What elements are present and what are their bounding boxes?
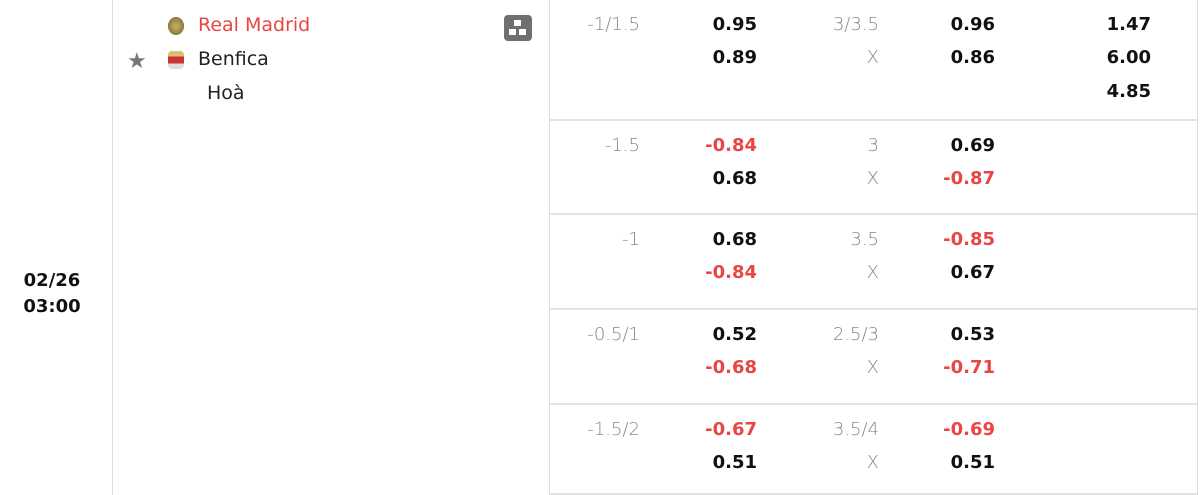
total-line: 3/3.5: [832, 14, 879, 35]
over-odds[interactable]: 0.69: [950, 135, 995, 156]
odds-table: -1/1.5 0.95 0.89 3/3.5 X 0.96 0.86 1.47 6.00 4.85…: [550, 0, 1198, 495]
home-team[interactable]: Real Madrid: [198, 14, 311, 36]
draw-odds[interactable]: 4.85: [1106, 81, 1151, 102]
over-odds[interactable]: 0.96: [950, 14, 995, 35]
total-line: 2.5/3: [832, 324, 879, 345]
total-under-marker: X: [866, 47, 879, 68]
handicap-away-odds[interactable]: 0.68: [712, 168, 757, 189]
over-odds[interactable]: -0.85: [943, 229, 995, 250]
handicap-home-odds[interactable]: 0.68: [712, 229, 757, 250]
match-info: Real Madrid ★ Benfica Hoà: [112, 0, 550, 495]
odds-row: -1.5 -0.84 0.68 3 X 0.69 -0.87: [550, 121, 1197, 215]
total-under-marker: X: [866, 168, 879, 189]
handicap-line: -1/1.5: [587, 14, 640, 35]
handicap-away-odds[interactable]: 0.89: [712, 47, 757, 68]
favorite-star-icon[interactable]: ★: [127, 49, 147, 74]
handicap-line: -1.5/2: [587, 419, 640, 440]
match-date: 02/26: [23, 270, 81, 291]
under-odds[interactable]: 0.86: [950, 47, 995, 68]
match-time: 03:00: [23, 296, 81, 317]
benfica-logo-icon: [168, 51, 184, 69]
under-odds[interactable]: 0.67: [950, 262, 995, 283]
handicap-home-odds[interactable]: -0.84: [705, 135, 757, 156]
under-odds[interactable]: 0.51: [950, 452, 995, 473]
handicap-home-odds[interactable]: 0.95: [712, 14, 757, 35]
total-line: 3.5/4: [832, 419, 879, 440]
total-under-marker: X: [866, 262, 879, 283]
total-line: 3: [867, 135, 879, 156]
handicap-away-odds[interactable]: -0.84: [705, 262, 757, 283]
real-madrid-logo-icon: [168, 17, 184, 35]
handicap-away-odds[interactable]: 0.51: [712, 452, 757, 473]
handicap-line: -0.5/1: [587, 324, 640, 345]
odds-row: -1/1.5 0.95 0.89 3/3.5 X 0.96 0.86 1.47 6.00 4.85: [550, 0, 1197, 121]
total-under-marker: X: [866, 452, 879, 473]
odds-row: -1.5/2 -0.67 0.51 3.5/4 X -0.69 0.51: [550, 405, 1197, 495]
kickoff-time: 02/26 03:00: [0, 0, 113, 495]
away-team[interactable]: Benfica: [198, 48, 269, 70]
handicap-line: -1: [622, 229, 640, 250]
total-line: 3.5: [850, 229, 879, 250]
over-odds[interactable]: -0.69: [943, 419, 995, 440]
draw-label: Hoà: [207, 82, 245, 104]
handicap-line: -1.5: [604, 135, 640, 156]
away-win-odds[interactable]: 6.00: [1106, 47, 1151, 68]
under-odds[interactable]: -0.71: [943, 357, 995, 378]
over-odds[interactable]: 0.53: [950, 324, 995, 345]
odds-row: -0.5/1 0.52 -0.68 2.5/3 X 0.53 -0.71: [550, 310, 1197, 405]
handicap-home-odds[interactable]: -0.67: [705, 419, 757, 440]
stats-icon[interactable]: [504, 15, 532, 41]
odds-row: -1 0.68 -0.84 3.5 X -0.85 0.67: [550, 215, 1197, 310]
home-win-odds[interactable]: 1.47: [1106, 14, 1151, 35]
handicap-home-odds[interactable]: 0.52: [712, 324, 757, 345]
total-under-marker: X: [866, 357, 879, 378]
under-odds[interactable]: -0.87: [943, 168, 995, 189]
handicap-away-odds[interactable]: -0.68: [705, 357, 757, 378]
